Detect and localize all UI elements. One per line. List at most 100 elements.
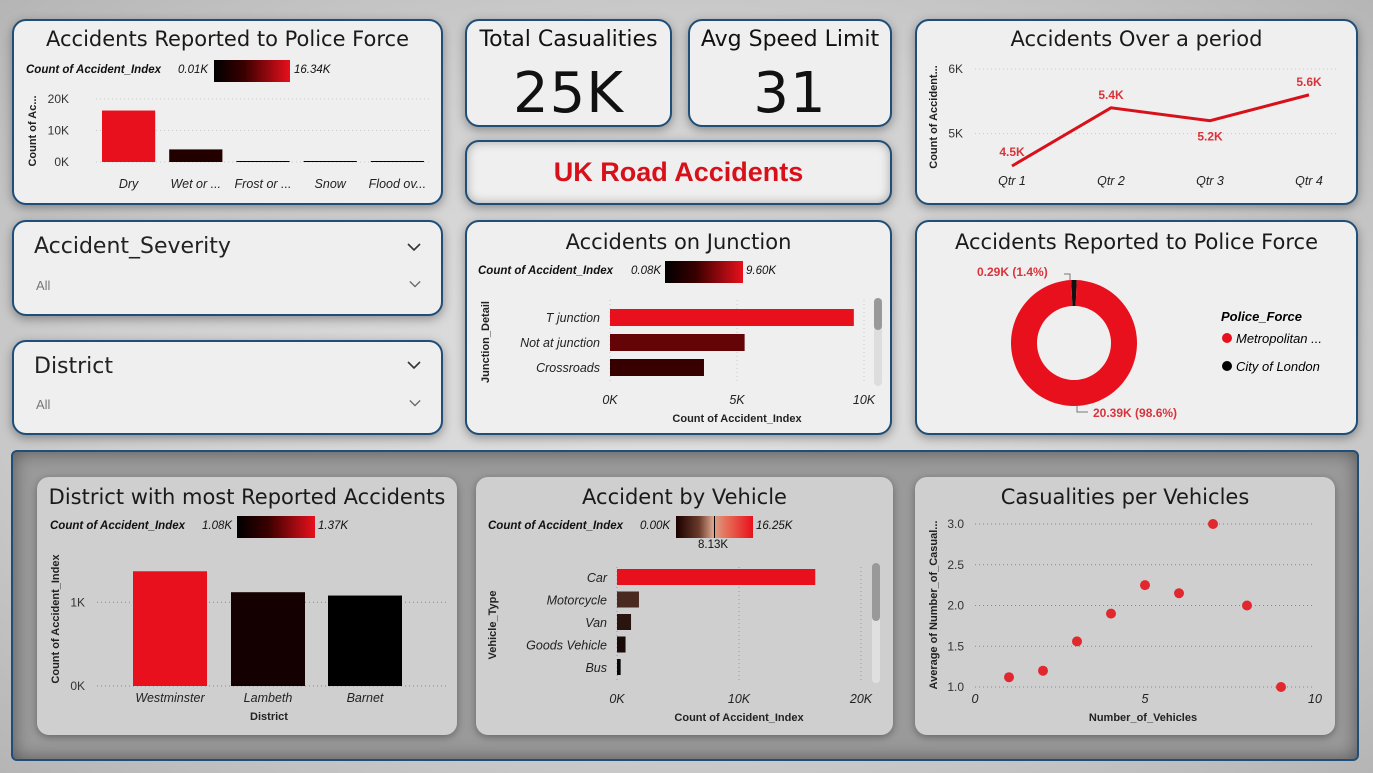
legend-mid-marker (714, 516, 715, 538)
district-slicer[interactable]: District All (12, 340, 443, 435)
legend-max: 16.25K (756, 520, 793, 532)
y-axis-label: Count of Accident_Index (50, 554, 62, 684)
legend-min: 0.00K (640, 520, 671, 532)
bar (617, 659, 621, 675)
y-tick-label: Not at junction (520, 336, 600, 350)
x-tick-label: 5K (729, 393, 745, 407)
leader-line (1064, 273, 1071, 280)
scrollbar[interactable] (872, 563, 880, 683)
y-tick-label: 2.5 (947, 558, 964, 572)
donut-slice (1071, 280, 1077, 307)
legend-item-city-of-london[interactable]: City of London (1222, 359, 1320, 374)
x-axis-label: Count of Accident_Index (674, 712, 804, 724)
legend-label: Count of Accident_Index (50, 520, 186, 532)
scatter-point (1072, 636, 1082, 647)
x-tick-label: 10K (728, 692, 751, 706)
x-axis-label: Count of Accident_Index (672, 413, 802, 425)
x-tick-label: Qtr 1 (998, 174, 1026, 188)
legend-item-label: City of London (1236, 359, 1320, 374)
y-axis-label: Junction_Detail (480, 301, 492, 383)
police-donut-chart[interactable] (917, 222, 1358, 435)
dashboard-title: UK Road Accidents (553, 157, 804, 187)
color-legend: Count of Accident_Index (488, 520, 623, 532)
legend-mid: 8.13K (698, 539, 729, 551)
x-tick-label: Barnet (347, 691, 384, 705)
over-period-card[interactable]: Accidents Over a period 6K 5K Count of Acc… (915, 19, 1358, 205)
legend-max: 9.60K (746, 265, 777, 277)
police-donut-card[interactable]: Accidents Reported to Police Force 0.29K… (915, 220, 1358, 435)
severity-slicer[interactable]: Accident_Severity All (12, 220, 443, 316)
card-title: Casualities per Vehicles (1000, 485, 1250, 509)
chevron-down-icon[interactable] (407, 240, 421, 254)
bar (303, 161, 357, 162)
scrollbar-thumb[interactable] (874, 298, 882, 330)
kpi-title: Total Casualities (479, 27, 658, 52)
scrollbar-thumb[interactable] (872, 563, 880, 621)
x-tick-label: Dry (119, 177, 139, 191)
y-tick-label: Goods Vehicle (526, 639, 607, 653)
legend-item-metropolitan[interactable]: Metropolitan ... (1222, 331, 1322, 346)
vehicle-card[interactable]: Accident by Vehicle Count of Accident_In… (476, 477, 893, 735)
x-tick-label: Qtr 3 (1196, 174, 1224, 188)
x-tick-label: 10K (853, 393, 876, 407)
legend-max: 1.37K (318, 520, 349, 532)
legend-min: 1.08K (202, 520, 233, 532)
legend-min: 0.01K (178, 64, 209, 76)
scatter-point (1242, 600, 1252, 611)
slicer-dropdown-value[interactable]: All (36, 397, 51, 412)
card-title: Accidents Reported to Police Force (954, 230, 1319, 254)
x-tick-label: 10 (1308, 692, 1322, 706)
x-tick-label: Lambeth (244, 691, 293, 705)
junction-card[interactable]: Accidents on Junction Count of Accident_… (465, 220, 892, 435)
bar (610, 309, 854, 326)
y-tick-label: 1.0 (947, 680, 964, 694)
x-axis-label: District (250, 711, 288, 723)
banner-card: UK Road Accidents (465, 140, 892, 205)
chevron-down-icon[interactable] (409, 397, 421, 409)
casualties-scatter-chart[interactable]: 3.0 2.5 2.0 1.5 1.0 0 5 10 Number_of_Vehicles Ave… (915, 477, 1335, 735)
legend-dot (1222, 361, 1232, 371)
district-bar-chart[interactable]: 1K 0K Count of Accident_Index District Westm… (37, 477, 457, 735)
police-force-bar-card[interactable]: Accidents Reported to Police Force Count… (12, 19, 443, 205)
y-tick-label: Crossroads (536, 361, 600, 375)
y-tick-label: Van (585, 616, 607, 630)
bar (370, 161, 424, 162)
legend-dot (1222, 333, 1232, 343)
over-period-line-chart[interactable]: 6K 5K Count of Accident... Qtr 1 4.5K Qtr 2 5.… (917, 21, 1358, 205)
chevron-down-icon[interactable] (407, 358, 421, 372)
legend-min: 0.08K (631, 265, 662, 277)
scatter-point (1276, 682, 1286, 692)
vehicle-bar-chart[interactable]: 0K 10K 20K Count of Accident_Index Vehicle_T… (476, 477, 893, 735)
y-tick-label: 20K (48, 92, 69, 106)
legend-title: Police_Force (1221, 309, 1302, 324)
card-title: Accidents on Junction (565, 230, 792, 254)
bar (617, 591, 639, 608)
scatter-point (1140, 580, 1150, 591)
y-tick-label: 5K (948, 127, 963, 141)
casualties-scatter-card[interactable]: Casualities per Vehicles 3.0 2.5 2.0 1.5 1.0… (915, 477, 1335, 735)
color-legend: Count of Accident_Index (50, 520, 185, 532)
color-legend: Count of Accident_Index (478, 265, 613, 277)
kpi-value: 25K (513, 61, 624, 126)
bar (617, 614, 632, 630)
card-title: Accidents Reported to Police Force (45, 27, 410, 51)
y-tick-label: Bus (585, 661, 607, 675)
junction-bar-chart[interactable]: 0K 5K 10K Count of Accident_Index Junction_D… (467, 222, 892, 435)
y-axis-label: Average of Number_of_Casual... (928, 521, 940, 690)
police-bar-chart[interactable]: 20K 10K 0K Count of Ac... Dry Wet or ... Frost… (14, 21, 443, 205)
x-tick-label: Wet or ... (171, 177, 221, 191)
scrollbar[interactable] (874, 298, 882, 386)
y-tick-label: 1.5 (947, 639, 964, 653)
avg-speed-card[interactable]: Avg Speed Limit 31 (688, 19, 892, 127)
bar (617, 569, 816, 585)
total-casualties-card[interactable]: Total Casualities 25K (465, 19, 672, 127)
bar (133, 571, 207, 686)
y-tick-label: Car (587, 571, 608, 585)
district-most-card[interactable]: District with most Reported Accidents Co… (37, 477, 457, 735)
data-label: 5.4K (1098, 88, 1124, 102)
color-legend: Count of Accident_Index (26, 64, 161, 76)
card-title: Accidents Over a period (1010, 27, 1263, 51)
chevron-down-icon[interactable] (409, 278, 421, 290)
slicer-dropdown-value[interactable]: All (36, 278, 51, 293)
x-tick-label: Flood ov... (369, 177, 426, 191)
